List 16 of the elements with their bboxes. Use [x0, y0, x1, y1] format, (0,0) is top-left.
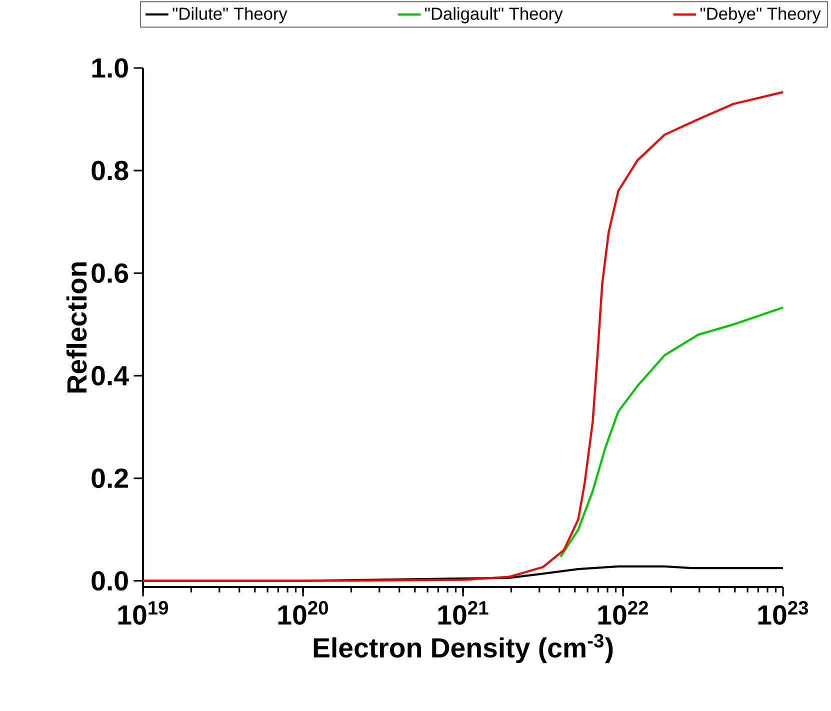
y-tick-label: 0.4 [92, 366, 129, 386]
x-tick-label: 10$^{22}$ [598, 601, 648, 625]
legend-label: "Daligault" Theory [425, 7, 563, 24]
y-tick-label: 0.8 [92, 160, 128, 180]
y-axis-title: Reflection [66, 262, 87, 392]
y-tick-label: 0.2 [92, 468, 128, 488]
legend-label: "Debye" Theory [700, 7, 821, 24]
y-tick-label: 0.6 [92, 263, 128, 283]
legend-label: "Dilute" Theory [172, 7, 288, 24]
x-tick-label: 10$^{19}$ [118, 601, 168, 625]
x-tick-label: 10$^{23}$ [758, 601, 808, 625]
y-tick-label: 1.0 [92, 58, 128, 78]
x-tick-label: 10$^{20}$ [278, 601, 328, 625]
y-tick-label: 0.0 [92, 571, 128, 591]
x-axis-title: Electron Density (cm$^{-3}$) [314, 634, 613, 664]
x-tick-label: 10$^{21}$ [438, 601, 488, 625]
